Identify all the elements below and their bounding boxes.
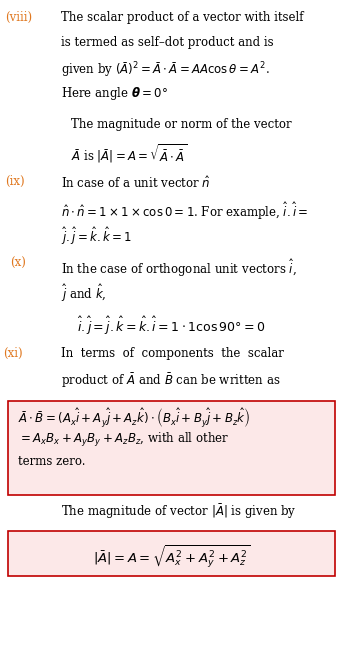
Text: Here angle $\boldsymbol{\theta} = 0°$: Here angle $\boldsymbol{\theta} = 0°$ xyxy=(61,86,168,103)
FancyBboxPatch shape xyxy=(8,401,334,495)
Text: (viii): (viii) xyxy=(5,11,32,24)
Text: $\bar{A}\cdot\bar{B} = (A_x\hat{i} + A_y\hat{j} + A_z\hat{k})\cdot\left(B_x\hat{: $\bar{A}\cdot\bar{B} = (A_x\hat{i} + A_y… xyxy=(18,405,251,429)
Text: $= A_xB_x + A_yB_y + A_zB_z$, with all other: $= A_xB_x + A_yB_y + A_zB_z$, with all o… xyxy=(18,430,230,449)
Text: The scalar product of a vector with itself: The scalar product of a vector with itse… xyxy=(61,11,303,24)
Text: The magnitude or norm of the vector: The magnitude or norm of the vector xyxy=(71,118,292,131)
Text: In the case of orthogonal unit vectors $\hat{i}$,: In the case of orthogonal unit vectors $… xyxy=(61,257,297,279)
Text: given by $\left(\bar{A}\right)^{2} = \bar{A}\cdot\bar{A} = AA\cos\theta = A^{2}$: given by $\left(\bar{A}\right)^{2} = \ba… xyxy=(61,61,270,80)
Text: (ix): (ix) xyxy=(5,175,24,188)
Text: $\hat{n}\cdot\hat{n} = 1\times 1\times \cos 0 = 1$. For example, $\hat{i}.\hat{i: $\hat{n}\cdot\hat{n} = 1\times 1\times \… xyxy=(61,200,308,222)
Text: In case of a unit vector $\hat{n}$: In case of a unit vector $\hat{n}$ xyxy=(61,175,210,191)
Text: terms zero.: terms zero. xyxy=(18,455,86,468)
Text: $\hat{j}$ and $\hat{k}$,: $\hat{j}$ and $\hat{k}$, xyxy=(61,282,107,304)
Text: The magnitude of vector $|\bar{A}|$ is given by: The magnitude of vector $|\bar{A}|$ is g… xyxy=(61,503,296,521)
Text: $\hat{j}.\hat{j} = \hat{k}.\hat{k} = 1$: $\hat{j}.\hat{j} = \hat{k}.\hat{k} = 1$ xyxy=(61,225,132,247)
Text: In  terms  of  components  the  scalar: In terms of components the scalar xyxy=(61,347,284,360)
FancyBboxPatch shape xyxy=(8,532,334,576)
Text: (x): (x) xyxy=(10,257,26,270)
Text: is termed as self–dot product and is: is termed as self–dot product and is xyxy=(61,36,274,49)
Text: $\bar{A}$ is $|\bar{A}|=A = \sqrt{\bar{A}\cdot\bar{A}}$: $\bar{A}$ is $|\bar{A}|=A = \sqrt{\bar{A… xyxy=(71,143,187,165)
Text: product of $\bar{A}$ and $\bar{B}$ can be written as: product of $\bar{A}$ and $\bar{B}$ can b… xyxy=(61,372,280,390)
Text: $\hat{i}.\hat{j} = \hat{j}.\hat{k} = \hat{k}.\hat{i} = 1\cdot 1\cos 90° = 0$: $\hat{i}.\hat{j} = \hat{j}.\hat{k} = \ha… xyxy=(77,315,265,337)
Text: (xi): (xi) xyxy=(3,347,23,360)
Text: $|\bar{A}| = A = \sqrt{A_x^2 + A_y^2 + A_z^2}$: $|\bar{A}| = A = \sqrt{A_x^2 + A_y^2 + A… xyxy=(93,544,250,570)
